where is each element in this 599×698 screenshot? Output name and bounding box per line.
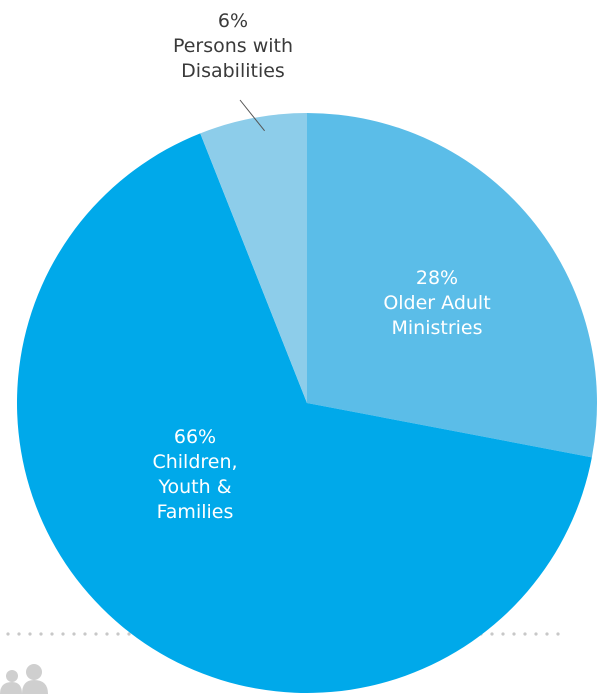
divider-dot	[28, 632, 32, 636]
slice-label-line: Youth &	[157, 476, 231, 498]
pie-slice-6	[200, 113, 307, 403]
slice-label-line: 28%	[416, 267, 458, 289]
divider-dot	[127, 632, 131, 636]
slice-label-line: Persons with	[173, 35, 293, 57]
divider-dot	[83, 632, 87, 636]
divider-dot	[39, 632, 43, 636]
divider-dot	[94, 632, 98, 636]
divider-dot	[512, 632, 516, 636]
slice-label-66: 66% Children, Youth & Families	[152, 426, 237, 523]
divider-dot	[501, 632, 505, 636]
leader-line	[239, 99, 266, 132]
divider-dot	[116, 632, 120, 636]
slice-label-line: Children,	[152, 451, 237, 473]
slice-label-line: Disabilities	[181, 60, 285, 82]
slice-label-line: Families	[157, 501, 234, 523]
slice-label-line: 6%	[218, 10, 248, 32]
slice-label-line: 66%	[174, 426, 216, 448]
slice-label-6: 6% Persons with Disabilities	[173, 10, 293, 82]
pie-labels: 28% Older Adult Ministries 66% Children, Yout…	[152, 10, 490, 523]
divider-dot	[61, 632, 65, 636]
slice-label-28: 28% Older Adult Ministries	[383, 267, 490, 339]
slice-label-line: Older Adult	[383, 292, 490, 314]
divider-dot	[545, 632, 549, 636]
people-icon	[0, 664, 48, 694]
pie-slice-28	[307, 113, 597, 458]
divider-dot	[534, 632, 538, 636]
divider-dot	[17, 632, 21, 636]
pie-slice-66	[16, 133, 592, 694]
divider-dot	[556, 632, 560, 636]
pie-slices	[16, 113, 597, 694]
divider-dot	[523, 632, 527, 636]
divider-dot	[105, 632, 109, 636]
divider-dot	[6, 632, 10, 636]
slice-label-line: Ministries	[391, 317, 482, 339]
divider-dot	[72, 632, 76, 636]
divider-dot	[490, 632, 494, 636]
divider-dot	[50, 632, 54, 636]
